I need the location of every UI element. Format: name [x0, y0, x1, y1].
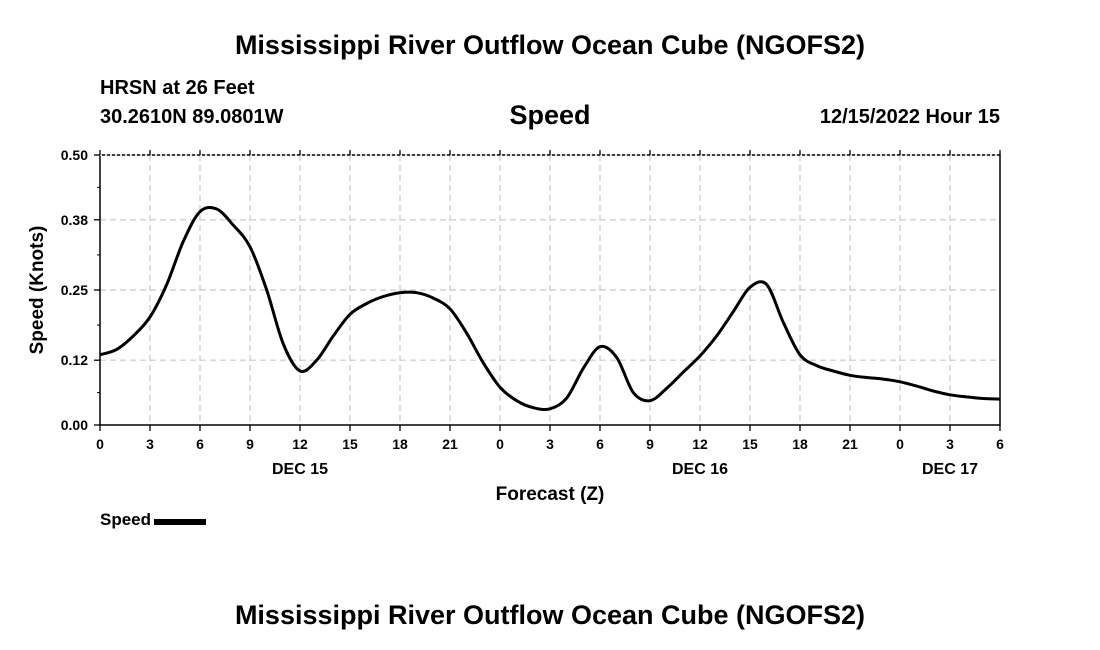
grid-lines: [100, 155, 1000, 425]
x-date-label: DEC 16: [672, 461, 728, 478]
x-tick-label: 0: [496, 436, 504, 452]
x-tick-label: 12: [292, 436, 308, 452]
chart-main-title: Mississippi River Outflow Ocean Cube (NG…: [234, 30, 866, 60]
legend-label: Speed: [100, 510, 152, 529]
x-tick-label: 9: [246, 436, 254, 452]
y-tick-label: 0.38: [61, 212, 88, 228]
series-line-speed: [99, 205, 1001, 412]
x-tick-label: 0: [96, 436, 104, 452]
y-tick-label: 0.12: [61, 352, 88, 368]
x-tick-label: 3: [146, 436, 154, 452]
x-date-label: DEC 15: [272, 461, 328, 478]
x-tick-label: 0: [896, 436, 904, 452]
x-tick-label: 9: [646, 436, 654, 452]
variable-title: Speed: [509, 100, 591, 130]
x-tick-label: 3: [946, 436, 954, 452]
legend: Speed: [100, 510, 207, 530]
x-tick-label: 6: [596, 436, 604, 452]
x-tick-label: 18: [792, 436, 808, 452]
footer-title: Mississippi River Outflow Ocean Cube (NG…: [234, 600, 866, 630]
axis-ticks: 0.00 0.12 0.25 0.38 0.50 0 3 6 9 12 15 18 21 0 3 6 9 12 15…: [61, 147, 1004, 478]
y-tick-label: 0.50: [61, 147, 88, 163]
series-layer: [99, 205, 1001, 412]
x-tick-label: 21: [842, 436, 858, 452]
x-tick-label: 21: [442, 436, 458, 452]
y-axis-label: Speed (Knots): [27, 226, 48, 355]
x-tick-label: 6: [196, 436, 204, 452]
x-axis-label: Forecast (Z): [496, 484, 605, 505]
x-tick-label: 15: [742, 436, 758, 452]
forecast-datetime: 12/15/2022 Hour 15: [819, 106, 1000, 128]
y-tick-label: 0.25: [61, 282, 88, 298]
location-coordinates: 30.2610N 89.0801W: [100, 106, 284, 128]
location-name: HRSN at 26 Feet: [100, 77, 255, 99]
x-tick-label: 3: [546, 436, 554, 452]
x-tick-label: 6: [996, 436, 1004, 452]
x-date-label: DEC 17: [922, 461, 978, 478]
legend-swatch: [154, 519, 207, 525]
x-tick-label: 15: [342, 436, 358, 452]
x-tick-label: 18: [392, 436, 408, 452]
x-tick-label: 12: [692, 436, 708, 452]
y-tick-label: 0.00: [61, 417, 88, 433]
